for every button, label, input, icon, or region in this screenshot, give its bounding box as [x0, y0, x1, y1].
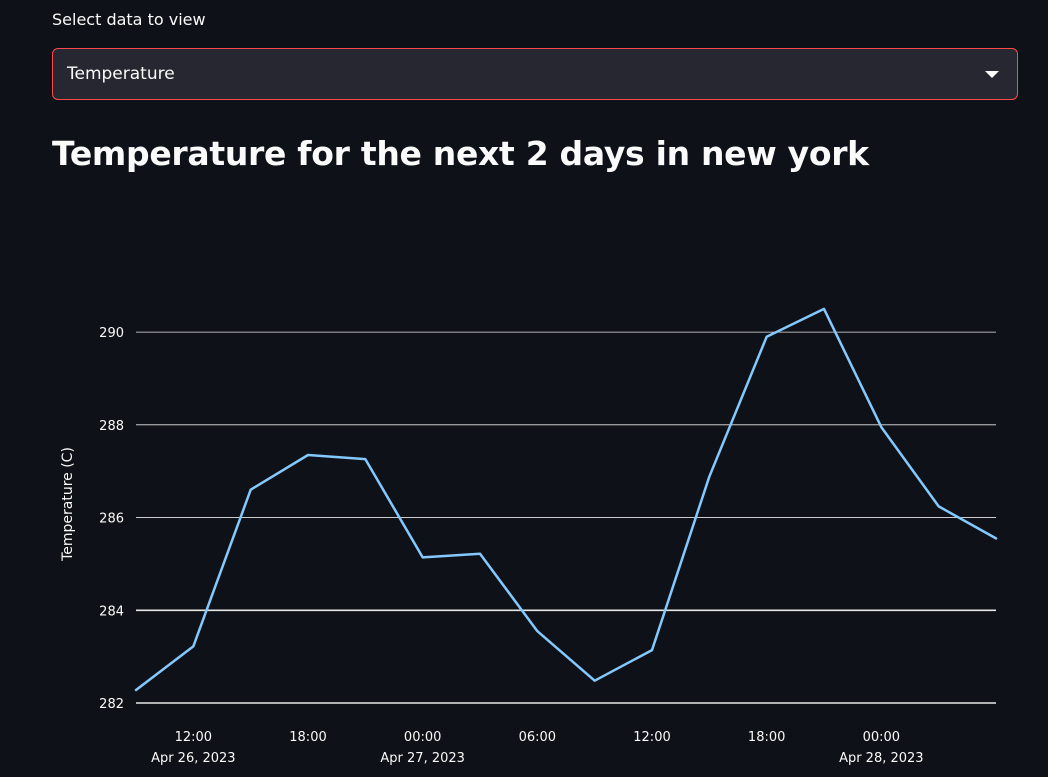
x-tick-label: 06:00: [519, 730, 556, 745]
x-tick-date-label: Apr 27, 2023: [380, 751, 465, 766]
x-tick-label: 12:00: [175, 730, 212, 745]
chevron-down-icon[interactable]: [985, 70, 999, 78]
x-tick-date-label: Apr 28, 2023: [839, 751, 924, 766]
y-tick-label: 286: [99, 512, 124, 527]
chart-gridlines: [136, 331, 996, 704]
y-tick-label: 282: [99, 697, 124, 712]
temperature-line-chart: 282 284 286 288 290 12:00 Apr 26, 2023 18:00 00…: [60, 307, 998, 766]
select-value: Temperature: [67, 64, 175, 84]
x-tick-label: 00:00: [404, 730, 441, 745]
x-tick-label: 12:00: [633, 730, 670, 745]
x-tick-date-label: Apr 26, 2023: [151, 751, 236, 766]
select-label: Select data to view: [52, 10, 206, 29]
y-tick-label: 290: [99, 326, 124, 341]
y-tick-label: 284: [99, 604, 124, 619]
y-axis: 282 284 286 288 290: [99, 326, 124, 712]
data-select-dropdown[interactable]: Temperature: [52, 48, 1018, 100]
x-tick-label: 18:00: [289, 730, 326, 745]
y-tick-label: 288: [99, 419, 124, 434]
y-axis-title: Temperature (C): [60, 447, 76, 562]
x-tick-label: 00:00: [863, 730, 900, 745]
x-axis: 12:00 Apr 26, 2023 18:00 00:00 Apr 27, 2023 0…: [151, 730, 924, 766]
x-tick-label: 18:00: [748, 730, 785, 745]
page-title: Temperature for the next 2 days in new y…: [52, 134, 869, 173]
temperature-series-line: [134, 307, 998, 692]
